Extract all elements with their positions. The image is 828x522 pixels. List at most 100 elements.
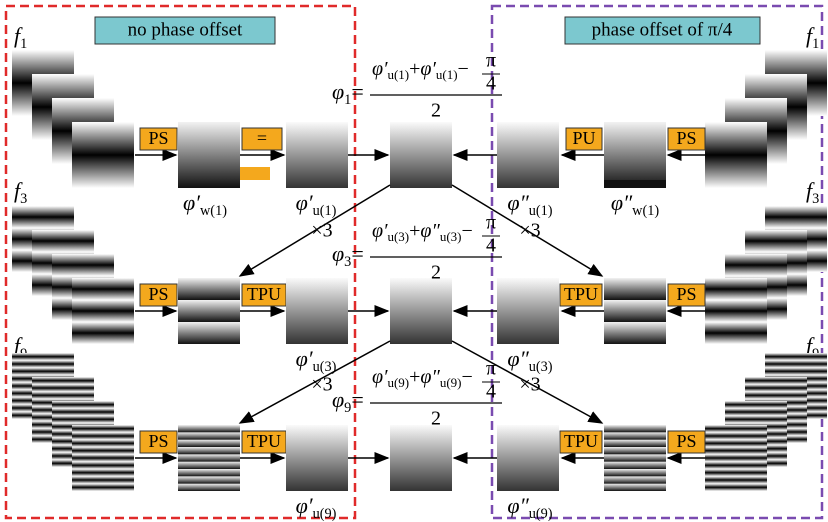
operator: −	[461, 366, 472, 388]
operation-label: PS	[676, 431, 696, 451]
phase-label: φ″w(1)	[611, 190, 660, 219]
diagram: no phase offset phase offset of π/4 f1 f1…	[0, 0, 828, 522]
subscript: u(3)	[387, 229, 409, 244]
symbol: φ″	[507, 190, 529, 215]
operation-label: PS	[148, 431, 168, 451]
symbol: φ″	[611, 190, 633, 215]
denominator: 2	[431, 408, 441, 430]
phase-label: φ′u(1)	[296, 190, 337, 219]
symbol: φ″	[420, 220, 440, 242]
multiplier: ×3	[311, 220, 332, 242]
formula-numerator: φ′u(9)+φ″u(9)−	[372, 366, 473, 390]
multiplier: ×3	[519, 220, 540, 242]
symbol: φ′	[183, 190, 201, 215]
subscript: 1	[344, 92, 351, 108]
operator: +	[409, 58, 420, 80]
subscript: w(1)	[200, 203, 227, 219]
subscript: w(1)	[632, 203, 659, 219]
subscript: u(1)	[529, 203, 553, 219]
unwrapped-phase-image	[497, 122, 559, 188]
left-panel-title: no phase offset	[128, 19, 243, 40]
subscript: 3	[20, 191, 27, 207]
operation-label: TPU	[564, 284, 598, 304]
frequency-label: f1	[806, 23, 819, 52]
unwrapped-phase-image	[286, 122, 348, 188]
right-panel-title: phase offset of π/4	[592, 19, 733, 40]
equals: =	[351, 241, 363, 266]
orange-marker	[240, 167, 270, 180]
equals: =	[351, 79, 363, 104]
operation-label: TPU	[247, 431, 281, 451]
symbol: φ″	[507, 493, 529, 518]
symbol: φ″	[420, 366, 440, 388]
four: 4	[486, 73, 496, 95]
wrapped-phase-image	[178, 425, 240, 491]
subscript: u(1)	[436, 67, 458, 82]
subscript: 1	[20, 36, 27, 52]
operation-label: TPU	[564, 431, 598, 451]
formula-lhs: φ9=	[332, 387, 364, 416]
combined-phase-image	[390, 425, 452, 491]
formula-lhs: φ1=	[332, 79, 364, 108]
fringe-image	[72, 122, 134, 188]
symbol: φ′	[296, 493, 314, 518]
subscript: u(9)	[313, 506, 337, 522]
subscript: u(1)	[313, 203, 337, 219]
frequency-label: f3	[806, 178, 819, 207]
phase-label: φ″u(9)	[507, 493, 552, 522]
wrapped-phase-image	[178, 278, 240, 344]
unwrapped-phase-image	[286, 278, 348, 344]
formula-lhs: φ3=	[332, 241, 364, 270]
symbol: φ′	[296, 190, 314, 215]
symbol: φ′	[420, 58, 436, 80]
operation-label: PS	[148, 128, 168, 148]
four: 4	[486, 235, 496, 257]
symbol: φ′	[372, 220, 388, 242]
symbol: φ″	[507, 346, 529, 371]
operation-label: =	[257, 128, 267, 148]
wrapped-phase-image	[604, 122, 666, 188]
unwrapped-phase-image	[286, 425, 348, 491]
four: 4	[486, 381, 496, 403]
subscript: 3	[344, 254, 351, 270]
operator: +	[409, 366, 420, 388]
subscript: u(9)	[387, 375, 409, 390]
subscript: 1	[812, 36, 819, 52]
frequency-label: f1	[14, 23, 27, 52]
multiplier: ×3	[311, 374, 332, 396]
denominator: 2	[431, 100, 441, 122]
formula-numerator: φ′u(1)+φ′u(1)−	[372, 58, 469, 82]
operator: −	[461, 220, 472, 242]
denominator: 2	[431, 262, 441, 284]
unwrapped-phase-image	[497, 278, 559, 344]
unwrapped-phase-image	[497, 425, 559, 491]
page: no phase offset phase offset of π/4 f1 f1…	[0, 0, 828, 522]
operation-label: TPU	[247, 284, 281, 304]
combined-phase-image	[390, 122, 452, 188]
subscript: u(3)	[440, 229, 462, 244]
subscript: u(9)	[529, 506, 553, 522]
subscript: 9	[344, 400, 351, 416]
symbol: φ	[332, 79, 344, 104]
fringe-image	[705, 122, 767, 188]
pi: π	[486, 50, 496, 72]
phase-label: φ′w(1)	[183, 190, 227, 219]
fringe-image	[705, 425, 767, 491]
operation-label: PS	[148, 284, 168, 304]
operator: −	[458, 58, 469, 80]
subscript: 3	[812, 191, 819, 207]
phase-label: φ′u(9)	[296, 493, 337, 522]
phase-edge-bar	[604, 180, 666, 188]
wrapped-phase-image	[178, 122, 240, 188]
operation-label: PS	[676, 284, 696, 304]
pi: π	[486, 212, 496, 234]
symbol: φ′	[372, 58, 388, 80]
subscript: u(9)	[440, 375, 462, 390]
phase-label: φ″u(1)	[507, 190, 552, 219]
wrapped-phase-image	[604, 278, 666, 344]
operator: +	[409, 220, 420, 242]
formula-numerator: φ′u(3)+φ″u(3)−	[372, 220, 473, 244]
multiplier: ×3	[519, 374, 540, 396]
combined-phase-image	[390, 278, 452, 344]
wrapped-phase-image	[604, 425, 666, 491]
